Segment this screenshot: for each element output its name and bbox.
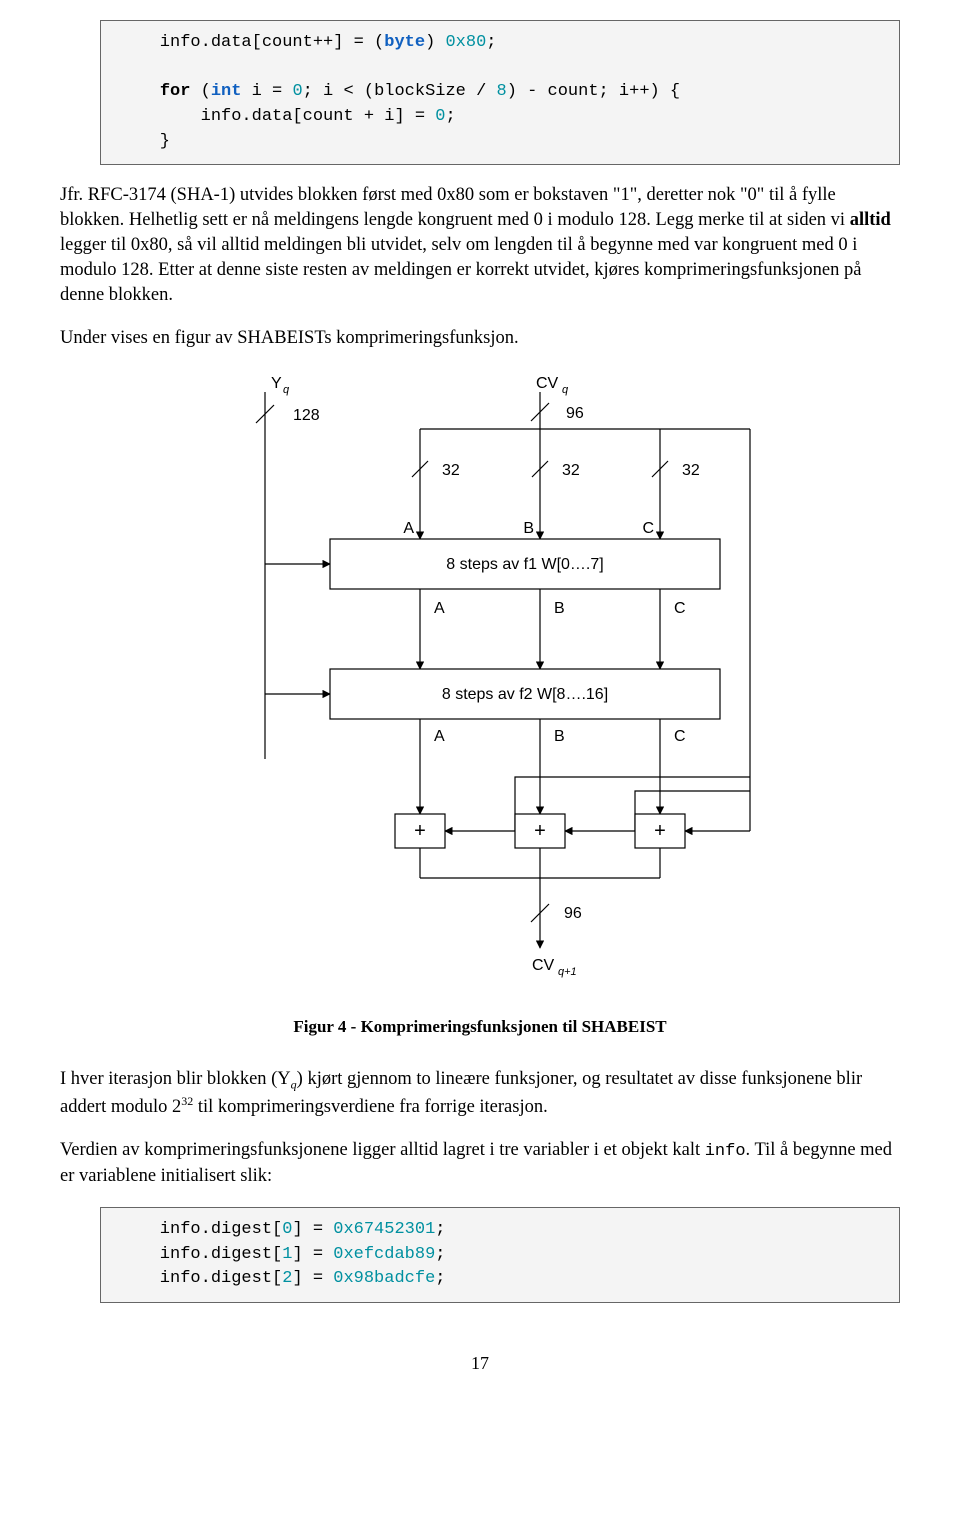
superscript: 32 — [181, 1094, 193, 1108]
figure-caption: Figur 4 - Komprimeringsfunksjonen til SH… — [60, 1017, 900, 1037]
svg-text:B: B — [554, 600, 565, 617]
svg-text:+: + — [654, 820, 666, 842]
text: Verdien av komprimeringsfunksjonene ligg… — [60, 1140, 705, 1160]
svg-text:C: C — [674, 728, 686, 745]
svg-text:C: C — [674, 600, 686, 617]
svg-text:q: q — [283, 384, 290, 396]
svg-text:CV: CV — [532, 957, 555, 974]
page: info.data[count++] = (byte) 0x80; for (i… — [0, 0, 960, 1414]
paragraph-2: Under vises en figur av SHABEISTs kompri… — [60, 326, 900, 351]
svg-text:C: C — [642, 520, 654, 537]
text-bold: alltid — [850, 210, 891, 230]
svg-text:A: A — [403, 520, 414, 537]
svg-text:+: + — [534, 820, 546, 842]
svg-text:B: B — [523, 520, 534, 537]
svg-text:+: + — [414, 820, 426, 842]
svg-text:q: q — [562, 384, 569, 396]
svg-text:32: 32 — [562, 462, 580, 479]
svg-text:8 steps av f2 W[8….16]: 8 steps av f2 W[8….16] — [442, 686, 608, 703]
diagram-svg: Yq128CVq96323232ABC8 steps av f1 W[0….7]… — [170, 369, 790, 1009]
svg-text:8 steps av f1 W[0….7]: 8 steps av f1 W[0….7] — [446, 556, 603, 573]
figure-4: Yq128CVq96323232ABC8 steps av f1 W[0….7]… — [60, 369, 900, 1037]
svg-text:B: B — [554, 728, 565, 745]
code-block-2: info.digest[0] = 0x67452301; info.digest… — [100, 1207, 900, 1303]
svg-text:32: 32 — [682, 462, 700, 479]
paragraph-1: Jfr. RFC-3174 (SHA-1) utvides blokken fø… — [60, 183, 900, 308]
text: til komprimeringsverdiene fra forrige it… — [193, 1097, 547, 1117]
svg-text:CV: CV — [536, 375, 559, 392]
text: Jfr. RFC-3174 (SHA-1) utvides blokken fø… — [60, 185, 850, 230]
svg-text:q+1: q+1 — [558, 966, 577, 978]
svg-text:96: 96 — [564, 905, 582, 922]
page-number: 17 — [60, 1353, 900, 1374]
svg-text:32: 32 — [442, 462, 460, 479]
inline-code: info — [705, 1142, 746, 1161]
paragraph-3: I hver iterasjon blir blokken (Yq) kjørt… — [60, 1067, 900, 1120]
code-block-1: info.data[count++] = (byte) 0x80; for (i… — [100, 20, 900, 165]
svg-text:A: A — [434, 600, 445, 617]
text: legger til 0x80, så vil alltid meldingen… — [60, 235, 861, 305]
svg-text:A: A — [434, 728, 445, 745]
svg-text:128: 128 — [293, 407, 320, 424]
paragraph-4: Verdien av komprimeringsfunksjonene ligg… — [60, 1138, 900, 1189]
text: I hver iterasjon blir blokken (Y — [60, 1069, 291, 1089]
svg-text:Y: Y — [271, 375, 282, 392]
svg-text:96: 96 — [566, 405, 584, 422]
